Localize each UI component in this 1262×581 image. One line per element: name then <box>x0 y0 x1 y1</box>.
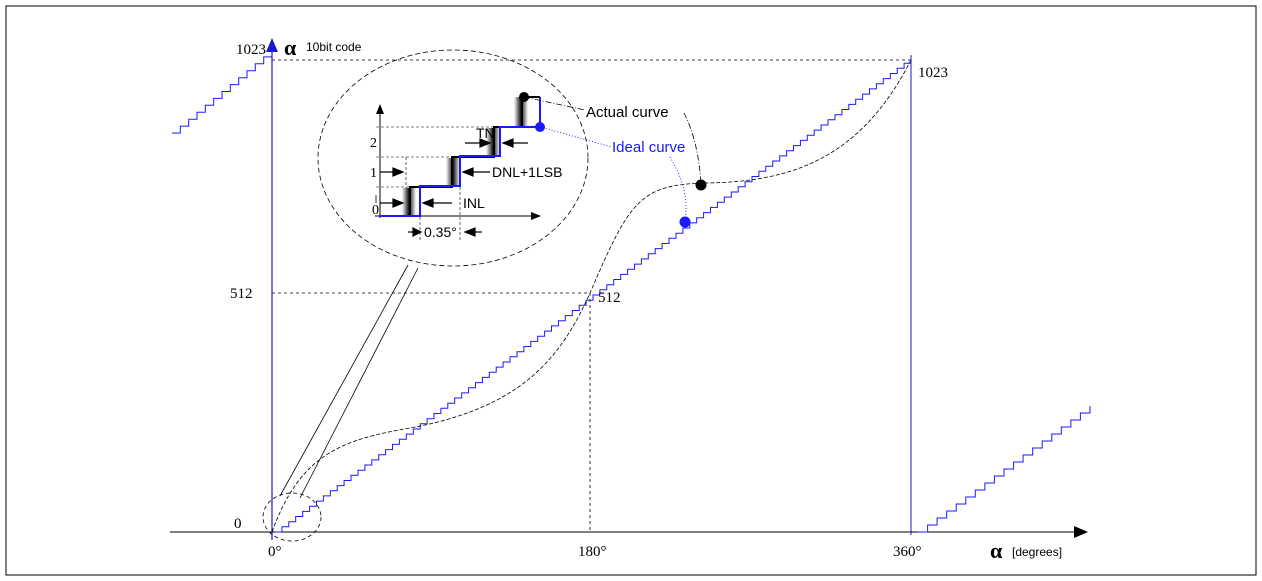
y-tick-1023: 1023 <box>236 42 266 58</box>
actual-curve-marker <box>695 179 707 191</box>
ideal-curve-marker <box>679 216 691 228</box>
zoom-connector-2 <box>299 267 419 499</box>
y-tick-0: 0 <box>234 516 242 532</box>
x-tick-180: 180° <box>578 544 607 560</box>
actual-leader-main <box>683 112 702 184</box>
x-tick-0: 0° <box>268 544 282 560</box>
y-axis-symbol: α <box>284 35 297 60</box>
ideal-staircase <box>275 58 912 533</box>
inset-label-step-width: 0.35° <box>424 224 457 240</box>
y-axis-caption: 10bit code <box>306 40 362 54</box>
zoom-source-ellipse <box>262 492 322 542</box>
inset-y-tick-0: 0 <box>372 203 379 218</box>
actual-curve <box>271 59 912 533</box>
zoom-connector-1 <box>279 264 409 497</box>
point-label-512: 512 <box>598 290 621 306</box>
ideal-curve-label: Ideal curve <box>612 139 685 156</box>
inset-arrows <box>380 138 528 237</box>
zoom-inset-ellipse <box>317 49 589 267</box>
x-axis-arrow <box>1074 526 1088 538</box>
inset-ideal-steps <box>380 97 541 217</box>
actual-curve-label: Actual curve <box>586 104 669 121</box>
ideal-staircase-wrap-right <box>918 406 1091 533</box>
ideal-leader-inset <box>539 126 613 148</box>
outer-border <box>5 5 1257 576</box>
inset-label-tn: TN <box>476 125 495 141</box>
inset-label-dnl: DNL+1LSB <box>492 164 562 180</box>
point-label-1023: 1023 <box>918 65 948 81</box>
ideal-leader-main <box>669 156 687 221</box>
inset-label-inl: INL <box>463 195 485 211</box>
inset-y-tick-2: 2 <box>370 136 377 151</box>
y-tick-512: 512 <box>230 286 253 302</box>
x-axis-symbol: α <box>990 538 1003 563</box>
ideal-staircase-wrap-left <box>172 50 273 134</box>
y-axis-arrow <box>266 38 278 52</box>
x-tick-360: 360° <box>893 544 922 560</box>
actual-leader-inset <box>523 96 586 111</box>
x-axis-caption: [degrees] <box>1012 545 1062 559</box>
inset-y-tick-1: 1 <box>370 166 377 181</box>
